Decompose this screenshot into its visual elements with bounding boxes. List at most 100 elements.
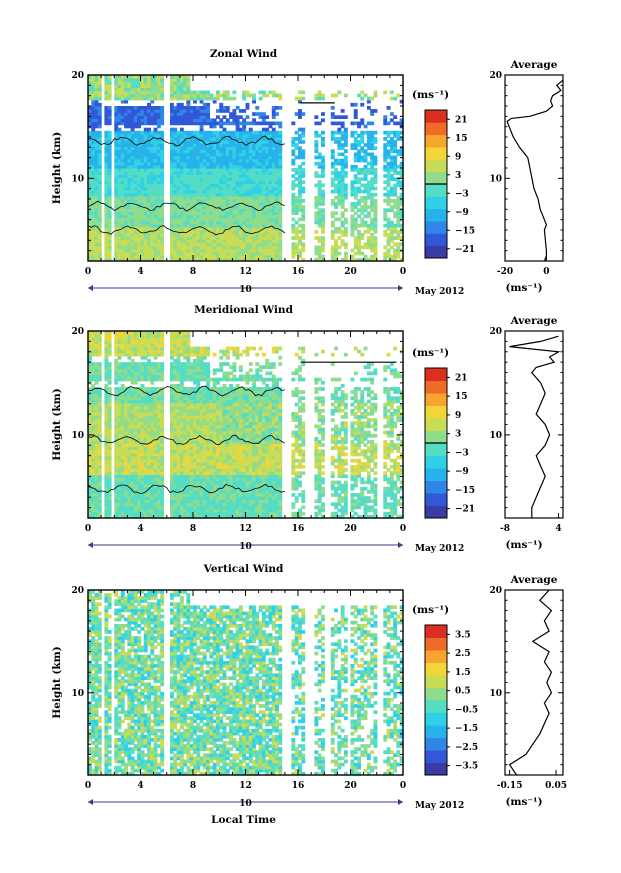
heatmap-cell — [238, 248, 243, 253]
heatmap-cell — [147, 199, 151, 203]
heatmap-cell — [360, 245, 365, 250]
heatmap-cell — [366, 180, 371, 185]
heatmap-cell — [278, 245, 283, 250]
heatmap-cell — [334, 93, 338, 98]
heatmap-cell — [124, 440, 128, 444]
heatmap-cell — [222, 257, 227, 262]
heatmap-cell — [91, 220, 96, 225]
heatmap-cell — [120, 408, 125, 413]
heatmap-cell — [268, 133, 273, 138]
heatmap-cell — [189, 186, 194, 191]
heatmap-cell — [199, 112, 204, 116]
heatmap-cell — [238, 236, 243, 240]
heatmap-cell — [202, 143, 207, 147]
heatmap-cell — [176, 220, 181, 225]
heatmap-cell — [107, 174, 112, 178]
heatmap-cell — [225, 230, 230, 234]
heatmap-cell — [117, 75, 122, 79]
heatmap-cell — [147, 239, 151, 243]
heatmap-cell — [216, 226, 220, 231]
heatmap-cell — [229, 195, 233, 200]
heatmap-cell — [130, 143, 135, 147]
heatmap-cell — [268, 158, 273, 163]
heatmap-cell — [196, 93, 201, 98]
heatmap-cell — [124, 437, 128, 441]
heatmap-cell — [140, 161, 145, 166]
heatmap-cell — [291, 143, 296, 147]
heatmap-cell — [137, 189, 142, 194]
heatmap-cell — [212, 161, 217, 166]
heatmap-cell — [360, 177, 365, 181]
heatmap-cell — [242, 254, 247, 259]
heatmap-cell — [383, 137, 388, 141]
heatmap-cell — [337, 90, 342, 95]
heatmap-cell — [124, 405, 128, 410]
heatmap-cell — [363, 183, 368, 188]
heatmap-cell — [117, 505, 122, 510]
heatmap-cell — [140, 202, 145, 206]
heatmap-cell — [242, 133, 247, 138]
heatmap-cell — [383, 230, 388, 234]
heatmap-cell — [127, 496, 132, 500]
heatmap-cell — [117, 443, 122, 447]
heatmap-cell — [357, 208, 361, 212]
heatmap-cell — [238, 149, 243, 154]
heatmap-cell — [124, 374, 128, 379]
heatmap-cell — [143, 149, 148, 154]
heatmap-cell — [225, 174, 230, 178]
heatmap-cell — [196, 155, 201, 160]
heatmap-cell — [275, 112, 279, 116]
heatmap-cell — [186, 226, 191, 231]
heatmap-cell — [97, 496, 102, 500]
heatmap-cell — [350, 257, 355, 262]
heatmap-cell — [399, 183, 404, 188]
heatmap-cell — [229, 171, 233, 175]
heatmap-cell — [176, 140, 181, 144]
heatmap-cell — [88, 214, 92, 219]
heatmap-cell — [291, 149, 296, 154]
heatmap-cell — [179, 208, 184, 212]
heatmap-cell — [357, 245, 361, 250]
heatmap-cell — [130, 508, 135, 513]
heatmap-cell — [153, 152, 158, 157]
heatmap-cell — [258, 149, 263, 154]
heatmap-cell — [114, 199, 119, 203]
heatmap-cell — [91, 112, 96, 116]
heatmap-cell — [104, 87, 109, 92]
heatmap-cell — [156, 168, 161, 172]
heatmap-cell — [179, 186, 184, 191]
heatmap-cell — [140, 505, 145, 510]
heatmap-cell — [91, 371, 96, 376]
heatmap-cell — [94, 124, 99, 129]
heatmap-cell — [225, 239, 230, 243]
heatmap-cell — [242, 174, 247, 178]
heatmap-cell — [97, 161, 102, 166]
heatmap-cell — [130, 440, 135, 444]
heatmap-cell — [130, 486, 135, 491]
heatmap-cell — [216, 242, 220, 247]
heatmap-cell — [186, 217, 191, 222]
heatmap-cell — [232, 161, 237, 166]
heatmap-cell — [97, 254, 102, 259]
heatmap-cell — [114, 87, 119, 92]
heatmap-cell — [183, 75, 188, 79]
heatmap-cell — [373, 161, 378, 166]
heatmap-cell — [298, 208, 302, 212]
heatmap-cell — [156, 180, 161, 185]
heatmap-cell — [271, 112, 276, 116]
heatmap-cell — [383, 168, 388, 172]
heatmap-cell — [127, 90, 132, 95]
heatmap-cell — [120, 87, 125, 92]
heatmap-cell — [314, 143, 319, 147]
heatmap-cell — [275, 192, 279, 197]
heatmap-cell — [370, 109, 375, 113]
heatmap-cell — [117, 233, 122, 237]
heatmap-cell — [160, 257, 165, 262]
heatmap-cell — [133, 192, 138, 197]
heatmap-cell — [202, 90, 207, 95]
heatmap-cell — [127, 75, 132, 79]
heatmap-cell — [232, 152, 237, 157]
heatmap-cell — [156, 75, 161, 79]
heatmap-cell — [94, 408, 99, 413]
heatmap-cell — [294, 230, 299, 234]
